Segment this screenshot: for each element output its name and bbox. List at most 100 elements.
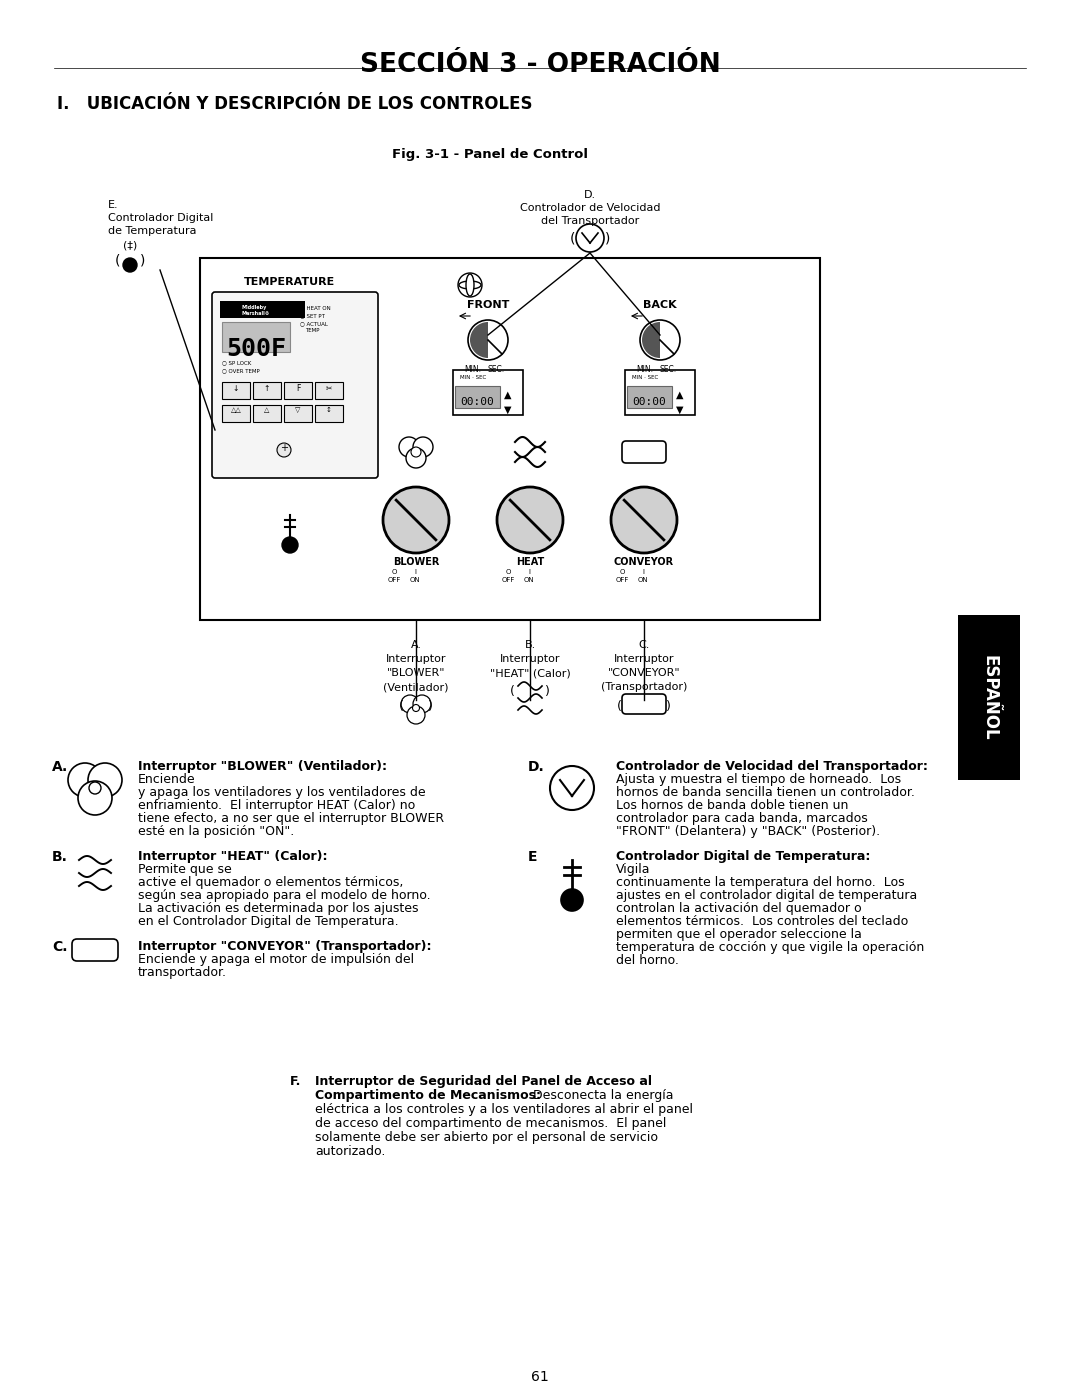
Text: permiten que el operador seleccione la: permiten que el operador seleccione la <box>616 928 862 942</box>
Text: Interruptor "CONVEYOR" (Transportador):: Interruptor "CONVEYOR" (Transportador): <box>138 940 432 953</box>
Circle shape <box>640 320 680 360</box>
Text: O: O <box>619 569 624 576</box>
FancyBboxPatch shape <box>212 292 378 478</box>
Text: elementos térmicos.  Los controles del teclado: elementos térmicos. Los controles del te… <box>616 915 908 928</box>
Text: del horno.: del horno. <box>616 954 679 967</box>
Circle shape <box>458 272 482 298</box>
Text: Interruptor de Seguridad del Panel de Acceso al: Interruptor de Seguridad del Panel de Ac… <box>315 1076 652 1088</box>
Text: Controlador de Velocidad: Controlador de Velocidad <box>519 203 660 212</box>
Text: (: ( <box>114 253 120 267</box>
Text: Controlador Digital de Temperatura:: Controlador Digital de Temperatura: <box>616 849 870 863</box>
Text: BACK: BACK <box>644 300 677 310</box>
Text: Vigila: Vigila <box>616 863 650 876</box>
Text: BLOWER: BLOWER <box>393 557 440 567</box>
Bar <box>253 405 281 422</box>
Bar <box>222 405 249 422</box>
Text: ON: ON <box>637 577 648 583</box>
Circle shape <box>550 766 594 810</box>
Text: 61: 61 <box>531 1370 549 1384</box>
Text: B.: B. <box>525 640 536 650</box>
Text: del Transportador: del Transportador <box>541 217 639 226</box>
Text: ○ OVER TEMP: ○ OVER TEMP <box>222 367 260 373</box>
Circle shape <box>68 763 102 798</box>
Text: Permite que se: Permite que se <box>138 863 232 876</box>
Text: ▼: ▼ <box>504 405 512 415</box>
Text: Interruptor: Interruptor <box>613 654 674 664</box>
Circle shape <box>78 781 112 814</box>
Bar <box>284 405 312 422</box>
Text: Desconecta la energía: Desconecta la energía <box>525 1090 674 1102</box>
Bar <box>284 381 312 400</box>
Text: Interruptor "HEAT" (Calor):: Interruptor "HEAT" (Calor): <box>138 849 327 863</box>
Text: Compartimento de Mecanismos:: Compartimento de Mecanismos: <box>315 1090 541 1102</box>
Ellipse shape <box>465 274 474 296</box>
Text: C.: C. <box>52 940 67 954</box>
Text: en el Controlador Digital de Temperatura.: en el Controlador Digital de Temperatura… <box>138 915 399 928</box>
Text: ESPAÑOL: ESPAÑOL <box>980 655 998 740</box>
Bar <box>315 405 343 422</box>
Text: O: O <box>391 569 396 576</box>
Text: ajustes en el controlador digital de temperatura: ajustes en el controlador digital de tem… <box>616 888 917 902</box>
Bar <box>222 381 249 400</box>
Text: ▲: ▲ <box>676 390 684 400</box>
Text: ○ SP LOCK: ○ SP LOCK <box>222 360 252 365</box>
Circle shape <box>282 536 298 553</box>
Bar <box>625 370 696 415</box>
Bar <box>958 615 1020 780</box>
Text: esté en la posición "ON".: esté en la posición "ON". <box>138 826 294 838</box>
Text: ): ) <box>428 700 433 712</box>
Text: MIN.: MIN. <box>636 365 653 374</box>
FancyBboxPatch shape <box>622 694 666 714</box>
Text: Interruptor "BLOWER" (Ventilador):: Interruptor "BLOWER" (Ventilador): <box>138 760 387 773</box>
Text: I: I <box>414 569 416 576</box>
Circle shape <box>611 488 677 553</box>
Text: MIN · SEC: MIN · SEC <box>460 374 486 380</box>
Circle shape <box>87 763 122 798</box>
Bar <box>455 386 500 408</box>
Text: TEMPERATURE: TEMPERATURE <box>244 277 336 286</box>
Text: Interruptor: Interruptor <box>500 654 561 664</box>
Circle shape <box>413 704 419 711</box>
Circle shape <box>497 488 563 553</box>
Text: Controlador de Velocidad del Transportador:: Controlador de Velocidad del Transportad… <box>616 760 928 773</box>
Text: ↑: ↑ <box>264 384 270 393</box>
Text: Enciende: Enciende <box>138 773 195 787</box>
Text: (: ( <box>400 700 404 712</box>
Text: ): ) <box>140 253 146 267</box>
Text: solamente debe ser abierto por el personal de servicio: solamente debe ser abierto por el person… <box>315 1132 658 1144</box>
Circle shape <box>383 488 449 553</box>
Text: Interruptor: Interruptor <box>386 654 446 664</box>
Text: (‡): (‡) <box>123 240 137 250</box>
Ellipse shape <box>459 281 481 289</box>
Bar <box>200 258 820 620</box>
Text: (: ( <box>569 231 575 244</box>
Text: E: E <box>528 849 538 863</box>
Text: ▽: ▽ <box>295 407 300 414</box>
Text: MIN.: MIN. <box>464 365 482 374</box>
Text: "CONVEYOR": "CONVEYOR" <box>608 668 680 678</box>
Text: Ajusta y muestra el tiempo de horneado.  Los: Ajusta y muestra el tiempo de horneado. … <box>616 773 901 787</box>
Bar <box>627 386 672 408</box>
Text: de Temperatura: de Temperatura <box>108 226 197 236</box>
Text: Middleby
Marshall®: Middleby Marshall® <box>242 305 270 316</box>
Circle shape <box>123 258 137 272</box>
Text: MIN · SEC: MIN · SEC <box>632 374 658 380</box>
Circle shape <box>407 705 426 724</box>
Text: 500F: 500F <box>226 337 286 360</box>
Text: 00:00: 00:00 <box>632 397 666 407</box>
Text: ○ HEAT ON: ○ HEAT ON <box>300 305 330 310</box>
Text: active el quemador o elementos térmicos,: active el quemador o elementos térmicos, <box>138 876 403 888</box>
Circle shape <box>411 447 421 457</box>
Text: de acceso del compartimento de mecanismos.  El panel: de acceso del compartimento de mecanismo… <box>315 1118 666 1130</box>
Text: (Ventilador): (Ventilador) <box>383 682 449 692</box>
Text: ✂: ✂ <box>326 384 333 393</box>
Text: OFF: OFF <box>388 577 401 583</box>
Text: A.: A. <box>52 760 68 774</box>
Text: C.: C. <box>638 640 650 650</box>
Text: △△: △△ <box>231 407 241 414</box>
Text: controlador para cada banda, marcados: controlador para cada banda, marcados <box>616 812 867 826</box>
Text: +: + <box>280 443 288 453</box>
Text: A.: A. <box>410 640 421 650</box>
Text: ▼: ▼ <box>676 405 684 415</box>
Text: ON: ON <box>409 577 420 583</box>
